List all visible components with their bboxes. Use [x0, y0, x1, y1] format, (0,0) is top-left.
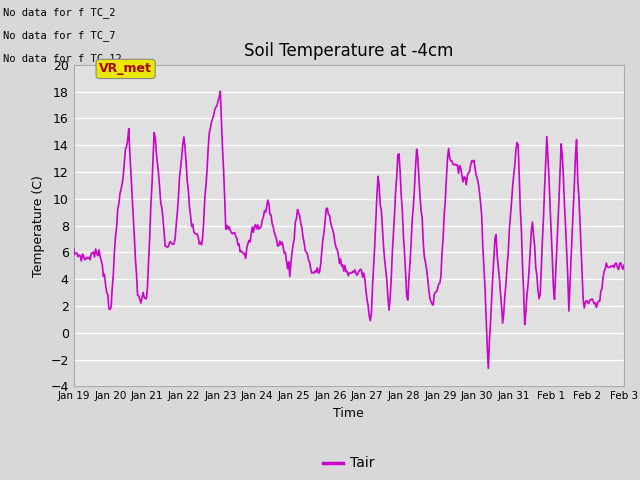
X-axis label: Time: Time [333, 407, 364, 420]
Y-axis label: Temperature (C): Temperature (C) [32, 175, 45, 276]
Text: No data for f TC_7: No data for f TC_7 [3, 30, 116, 41]
Text: No data for f TC_12: No data for f TC_12 [3, 53, 122, 64]
Text: VR_met: VR_met [99, 62, 152, 75]
Legend: Tair: Tair [317, 451, 381, 476]
Title: Soil Temperature at -4cm: Soil Temperature at -4cm [244, 42, 454, 60]
Text: No data for f TC_2: No data for f TC_2 [3, 7, 116, 18]
